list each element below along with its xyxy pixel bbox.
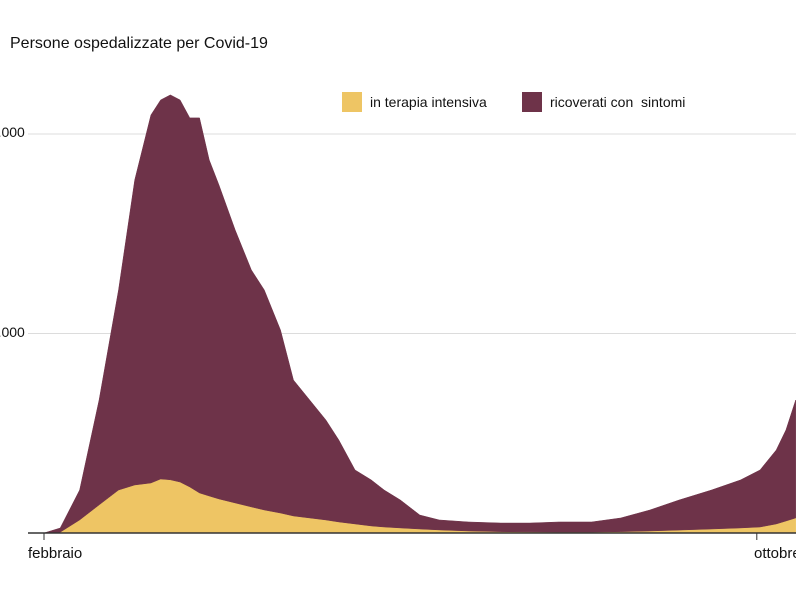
- x-tick-label: ottobre: [754, 545, 796, 562]
- legend-item-icu: in terapia intensiva: [342, 92, 487, 112]
- legend-swatch-icu: [342, 92, 362, 112]
- area-series-1: [43, 94, 796, 534]
- legend-label: ricoverati con sintomi: [550, 94, 686, 110]
- chart-title: Persone ospedalizzate per Covid-19: [10, 35, 268, 52]
- legend-swatch-ricoverati: [522, 92, 542, 112]
- y-tick-label: 15.000: [0, 324, 25, 340]
- x-tick-label: febbraio: [28, 545, 83, 562]
- legend-item-ricoverati: ricoverati con sintomi: [522, 92, 685, 112]
- legend-label: in terapia intensiva: [370, 94, 487, 110]
- y-tick-label: 30.000: [0, 124, 25, 140]
